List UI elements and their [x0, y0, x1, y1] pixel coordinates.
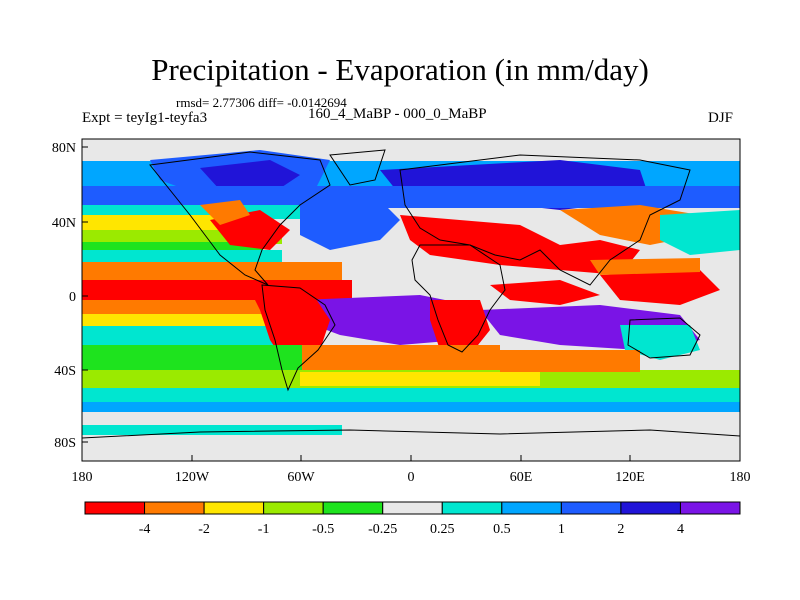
field-wpac-orange [590, 258, 700, 275]
field-npac-cyan [82, 250, 282, 264]
field-europe-asia-red [400, 215, 640, 275]
colorbar-label: 4 [677, 522, 684, 537]
colorbar-label: -0.25 [368, 522, 397, 537]
field-eq-yellow [82, 314, 302, 326]
field-antarctic-cyan [82, 425, 342, 435]
field-south-cyan [82, 388, 740, 404]
field-wpac-red [600, 270, 720, 305]
x-tick-label: 180 [72, 470, 93, 485]
y-tick-label: 40S [54, 364, 76, 379]
colorbar-label: -2 [198, 522, 210, 537]
y-tick-label: 40N [52, 216, 76, 231]
colorbar-label: 1 [558, 522, 565, 537]
colorbar-label: -0.5 [312, 522, 334, 537]
coast-antarctica [82, 429, 740, 439]
colorbar-label: 0.25 [430, 522, 455, 537]
coast-africa [411, 244, 506, 353]
x-tick-label: 60E [510, 470, 533, 485]
period-label: 160_4_MaBP - 000_0_MaBP [308, 106, 487, 122]
field-south-blue [82, 402, 740, 414]
x-tick-label: 180 [730, 470, 751, 485]
colorbar-box [501, 501, 562, 515]
field-sind-orange [500, 350, 640, 372]
coast-south-america [261, 284, 336, 392]
y-axis-labels: 80N 40N 0 40S 80S [52, 141, 76, 451]
x-tick-label: 60W [287, 470, 315, 485]
x-tick-label: 120W [175, 470, 210, 485]
x-axis-labels: 180 120W 60W 0 60E 120E 180 [72, 470, 751, 485]
coast-north-america [149, 151, 331, 286]
field-africa-red [430, 300, 490, 355]
colorbar: -4 -2 -1 -0.5 -0.25 0.25 0.5 1 2 4 [84, 501, 741, 537]
field-atlantic-blue [300, 200, 400, 250]
x-axis-ticks [81, 455, 741, 461]
colorbar-box [560, 501, 622, 515]
colorbar-box [84, 501, 146, 515]
season-label: DJF [708, 110, 734, 126]
field-indian-red [490, 280, 600, 305]
colorbar-box [203, 501, 265, 515]
field-spac-green [82, 345, 302, 370]
plot-title: Precipitation - Evaporation (in mm/day) [151, 52, 649, 87]
colorbar-label: 0.5 [493, 522, 511, 537]
field-south-yellow [300, 372, 540, 386]
field-nmid-blue [82, 186, 740, 208]
coastlines [82, 149, 740, 439]
colorbar-box [679, 501, 741, 515]
y-tick-label: 80S [54, 436, 76, 451]
x-tick-label: 0 [408, 470, 415, 485]
colorbar-box [263, 501, 324, 515]
coast-greenland [329, 149, 386, 186]
colorbar-box [382, 501, 443, 515]
colorbar-box [144, 501, 205, 515]
field-wnp-cyan [660, 210, 740, 255]
y-tick-label: 80N [52, 141, 76, 156]
field-eq-cyan [82, 326, 282, 346]
coast-eurasia [399, 154, 691, 286]
field-satl-purple [300, 295, 470, 345]
colorbar-box [441, 501, 503, 515]
colorbar-label: -4 [139, 522, 151, 537]
field-eq-orange [82, 262, 342, 280]
coast-australia [627, 317, 701, 359]
y-axis-ticks [82, 146, 88, 443]
colorbar-label: -1 [258, 522, 270, 537]
colorbar-label: 2 [617, 522, 624, 537]
field-npac-lgreen [82, 242, 262, 252]
y-tick-label: 0 [69, 290, 76, 305]
colorbar-box [322, 501, 384, 515]
colorbar-box [620, 501, 681, 515]
experiment-label: Expt = teyIg1-teyfa3 [82, 110, 208, 126]
field-south-neutral [82, 412, 740, 461]
field-namer-orange [200, 200, 250, 225]
map-field [82, 139, 740, 461]
x-tick-label: 120E [615, 470, 645, 485]
stats-label: rmsd= 2.77306 diff= -0.0142694 [176, 95, 347, 110]
